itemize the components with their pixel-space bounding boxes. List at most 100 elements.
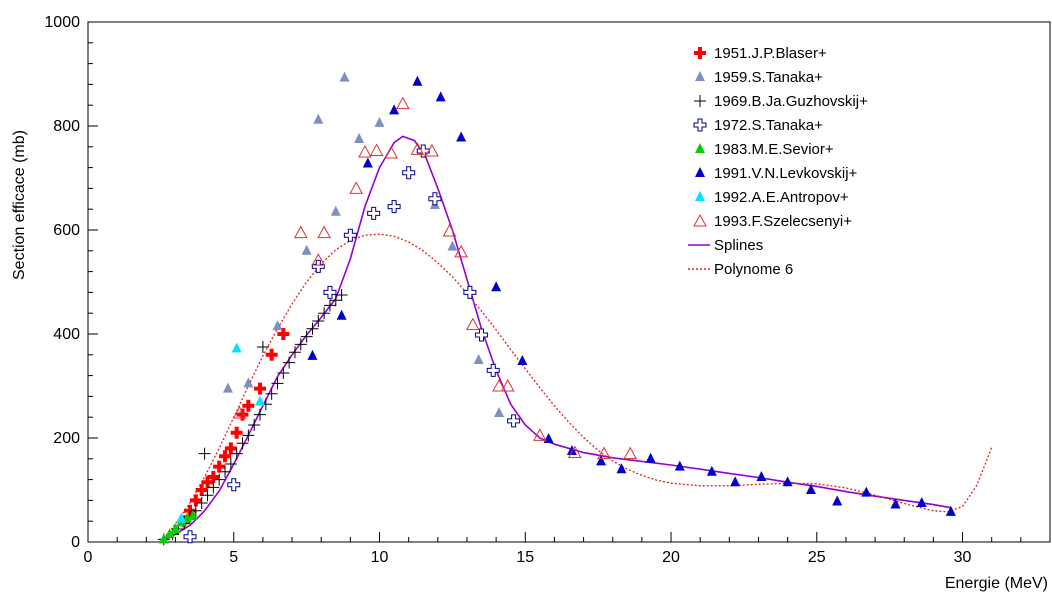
x-tick-label: 25 <box>808 549 826 566</box>
data-point <box>425 143 439 157</box>
x-tick-label: 0 <box>84 549 93 566</box>
legend-label-1993-f-szelecsenyi: 1993.F.Szelecsenyi+ <box>714 213 852 230</box>
data-point <box>227 478 241 492</box>
data-point <box>329 294 342 307</box>
data-point <box>402 166 416 180</box>
legend-label-1992-a-e-antropov: 1992.A.E.Antropov+ <box>714 189 849 206</box>
data-point <box>236 437 249 450</box>
legend-swatch-1959-s-tanaka <box>695 71 705 81</box>
data-point <box>236 408 249 421</box>
data-point <box>189 494 202 507</box>
y-tick-label: 200 <box>53 430 80 447</box>
data-point <box>224 458 237 470</box>
data-point <box>706 465 717 476</box>
data-point <box>832 495 843 506</box>
x-tick-label: 30 <box>954 549 972 566</box>
data-point <box>312 315 325 327</box>
legend: 1951.J.P.Blaser+ 1959.S.Tanaka+ 1969.B.Ja.… <box>688 45 868 278</box>
x-axis-title: Energie (MeV) <box>945 575 1048 592</box>
data-point <box>358 144 372 158</box>
data-point <box>435 91 446 102</box>
data-point <box>207 471 220 483</box>
data-point <box>232 405 247 419</box>
data-point <box>389 104 400 115</box>
data-point <box>231 342 242 353</box>
x-tick-label: 5 <box>229 549 238 566</box>
data-point <box>782 476 793 487</box>
data-point <box>272 320 283 331</box>
data-point <box>384 145 399 159</box>
data-point <box>253 408 266 421</box>
data-point <box>369 143 384 156</box>
data-point <box>213 460 226 473</box>
legend-swatch-1972-s-tanaka <box>693 118 707 132</box>
data-point <box>343 228 357 242</box>
x-tick-label: 15 <box>516 549 534 566</box>
data-point <box>890 498 901 509</box>
data-points <box>157 71 956 546</box>
data-point <box>323 285 337 299</box>
data-point <box>277 328 290 340</box>
legend-label-1951-j-p-blaser: 1951.J.P.Blaser+ <box>714 45 827 62</box>
data-point <box>336 309 347 320</box>
y-tick-label: 800 <box>53 118 80 135</box>
data-point <box>170 523 181 533</box>
legend-swatch-1991-v-n-levkovskij <box>695 167 705 177</box>
legend-label-1969-b-ja-guzhovskij: 1969.B.Ja.Guzhovskij+ <box>714 93 868 110</box>
data-point <box>222 382 233 393</box>
data-point <box>354 133 365 143</box>
data-point <box>349 181 364 194</box>
data-point <box>243 377 254 388</box>
data-point <box>294 338 307 351</box>
data-point <box>277 367 290 379</box>
data-point <box>330 205 341 216</box>
data-point <box>395 96 410 110</box>
y-tick-label: 1000 <box>44 14 80 31</box>
data-point <box>213 473 226 486</box>
legend-label-1983-m-e-sevior: 1983.M.E.Sevior+ <box>714 141 834 158</box>
legend-swatch-1951-j-p-blaser <box>694 47 706 59</box>
data-point <box>486 363 500 377</box>
data-point <box>756 471 767 481</box>
data-point <box>367 206 381 220</box>
legend-swatch-1983-m-e-sevior <box>695 143 705 153</box>
data-point <box>491 281 502 292</box>
data-point <box>428 192 442 206</box>
data-point <box>283 356 296 369</box>
data-point <box>164 528 175 539</box>
series-1959-s-tanaka <box>222 71 505 418</box>
data-point <box>596 455 607 466</box>
data-point <box>500 378 515 392</box>
series-1983-m-e-sevior <box>158 510 198 544</box>
legend-swatch-1993-f-szelecsenyi <box>693 213 707 227</box>
data-point <box>335 289 348 301</box>
data-point <box>201 476 214 489</box>
data-point <box>265 387 278 400</box>
y-tick-label: 600 <box>53 222 80 239</box>
data-point <box>412 75 423 86</box>
data-point <box>317 225 331 239</box>
data-point <box>230 447 243 460</box>
data-point <box>293 225 308 239</box>
x-tick-label: 20 <box>662 549 680 566</box>
data-point <box>616 463 627 474</box>
data-point <box>256 341 269 353</box>
legend-label-1991-v-n-levkovskij: 1991.V.N.Levkovskij+ <box>714 165 858 182</box>
data-point <box>176 512 187 523</box>
data-point <box>442 223 457 237</box>
legend-swatch-1969-b-ja-guzhovskij <box>694 95 706 107</box>
data-point <box>416 144 430 158</box>
data-point <box>323 299 336 312</box>
legend-label-1959-s-tanaka: 1959.S.Tanaka+ <box>714 69 823 86</box>
data-point <box>230 426 243 439</box>
data-point <box>597 446 611 460</box>
data-point <box>362 157 373 168</box>
data-point <box>339 71 350 82</box>
plot-area <box>87 21 1051 543</box>
data-point <box>945 505 956 516</box>
data-point <box>475 328 489 342</box>
data-point <box>183 530 197 544</box>
data-point <box>387 200 401 214</box>
data-point <box>254 395 265 406</box>
